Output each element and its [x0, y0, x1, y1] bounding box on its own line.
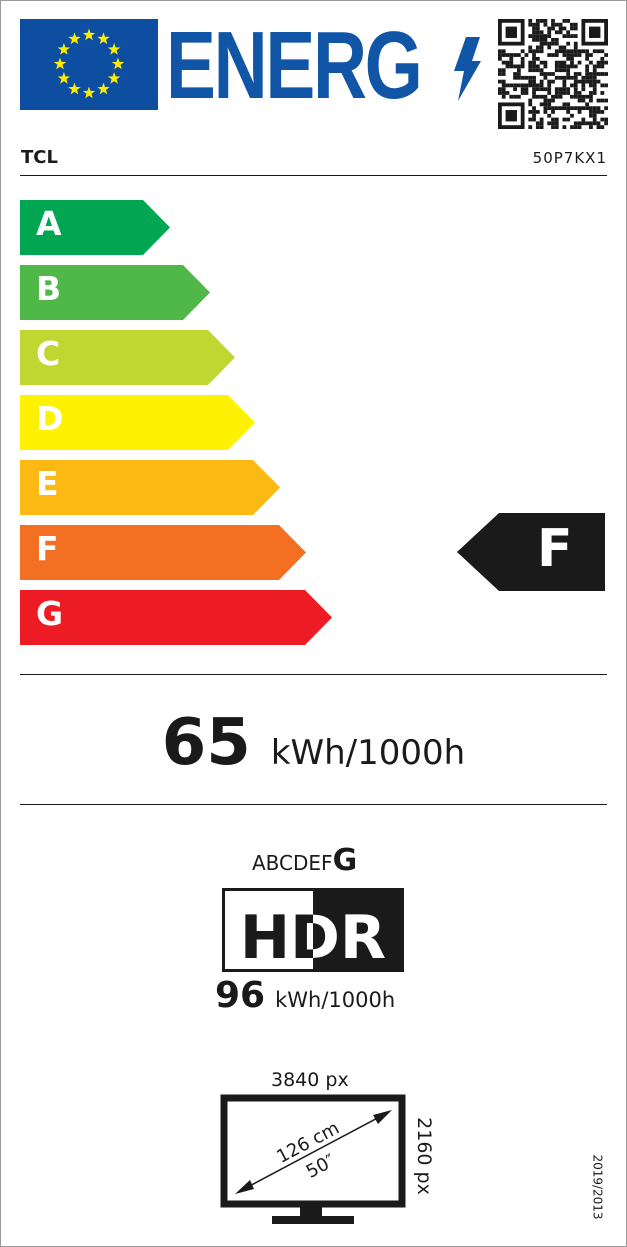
divider — [20, 804, 607, 805]
eu-flag-icon — [20, 19, 158, 110]
star-icon — [111, 57, 125, 70]
energy-class-bar-g: G — [20, 590, 332, 645]
star-icon — [53, 57, 67, 70]
divider — [20, 674, 607, 675]
regulation-number: 2019/2013 — [590, 1154, 605, 1220]
brand-name: TCL — [21, 147, 58, 168]
rating-letter: F — [537, 519, 573, 579]
energy-logo: ENERG — [166, 6, 423, 126]
star-icon — [82, 86, 96, 99]
star-icon — [107, 43, 121, 55]
energy-class-bar-d: D — [20, 395, 255, 450]
energy-class-bar-e: E — [20, 460, 280, 515]
energy-class-bar-f: F — [20, 525, 306, 580]
sdr-consumption: 65 kWh/1000h — [0, 706, 627, 780]
energy-class-bar-c: C — [20, 330, 235, 385]
qr-code[interactable] — [498, 19, 608, 129]
hdr-unit: kWh/1000h — [275, 988, 396, 1012]
energy-class-bar-b: B — [20, 265, 210, 320]
divider — [20, 175, 607, 176]
lightning-icon — [454, 37, 481, 101]
hdr-value: 96 — [215, 975, 266, 1016]
hdr-logo-text: HDR — [240, 903, 386, 972]
star-icon — [57, 43, 71, 55]
energy-class-letter: D — [36, 399, 64, 438]
hdr-logo: HDR — [222, 888, 404, 972]
energy-logo-text: ENERG — [166, 12, 423, 119]
star-icon — [57, 72, 71, 84]
energy-class-letter: B — [36, 269, 62, 308]
hdr-class-scale: ABCDEFG — [252, 843, 357, 878]
star-icon — [97, 82, 110, 95]
screen-width: 3840 px — [271, 1069, 349, 1091]
energy-class-letter: E — [36, 464, 59, 503]
model-number: 50P7KX1 — [532, 149, 607, 167]
tv-icon: 126 cm 50″ — [220, 1094, 406, 1224]
sdr-unit: kWh/1000h — [270, 733, 466, 773]
energy-class-letter: G — [36, 594, 64, 633]
hdr-consumption: 96 kWh/1000h — [215, 975, 395, 1016]
energy-class-letter: A — [36, 204, 62, 243]
star-icon — [68, 32, 81, 45]
energy-class-bar-a: A — [20, 200, 170, 255]
energy-class-letter: C — [36, 334, 61, 373]
screen-height: 2160 px — [412, 1117, 435, 1195]
sdr-value: 65 — [161, 706, 251, 780]
rating-arrow: F — [457, 513, 605, 591]
star-icon — [107, 72, 121, 84]
star-icon — [97, 32, 110, 45]
hdr-class: G — [332, 843, 358, 878]
star-icon — [82, 28, 96, 41]
energy-class-letter: F — [36, 529, 59, 568]
hdr-scale-prefix: ABCDEF — [252, 851, 333, 875]
star-icon — [68, 82, 81, 95]
